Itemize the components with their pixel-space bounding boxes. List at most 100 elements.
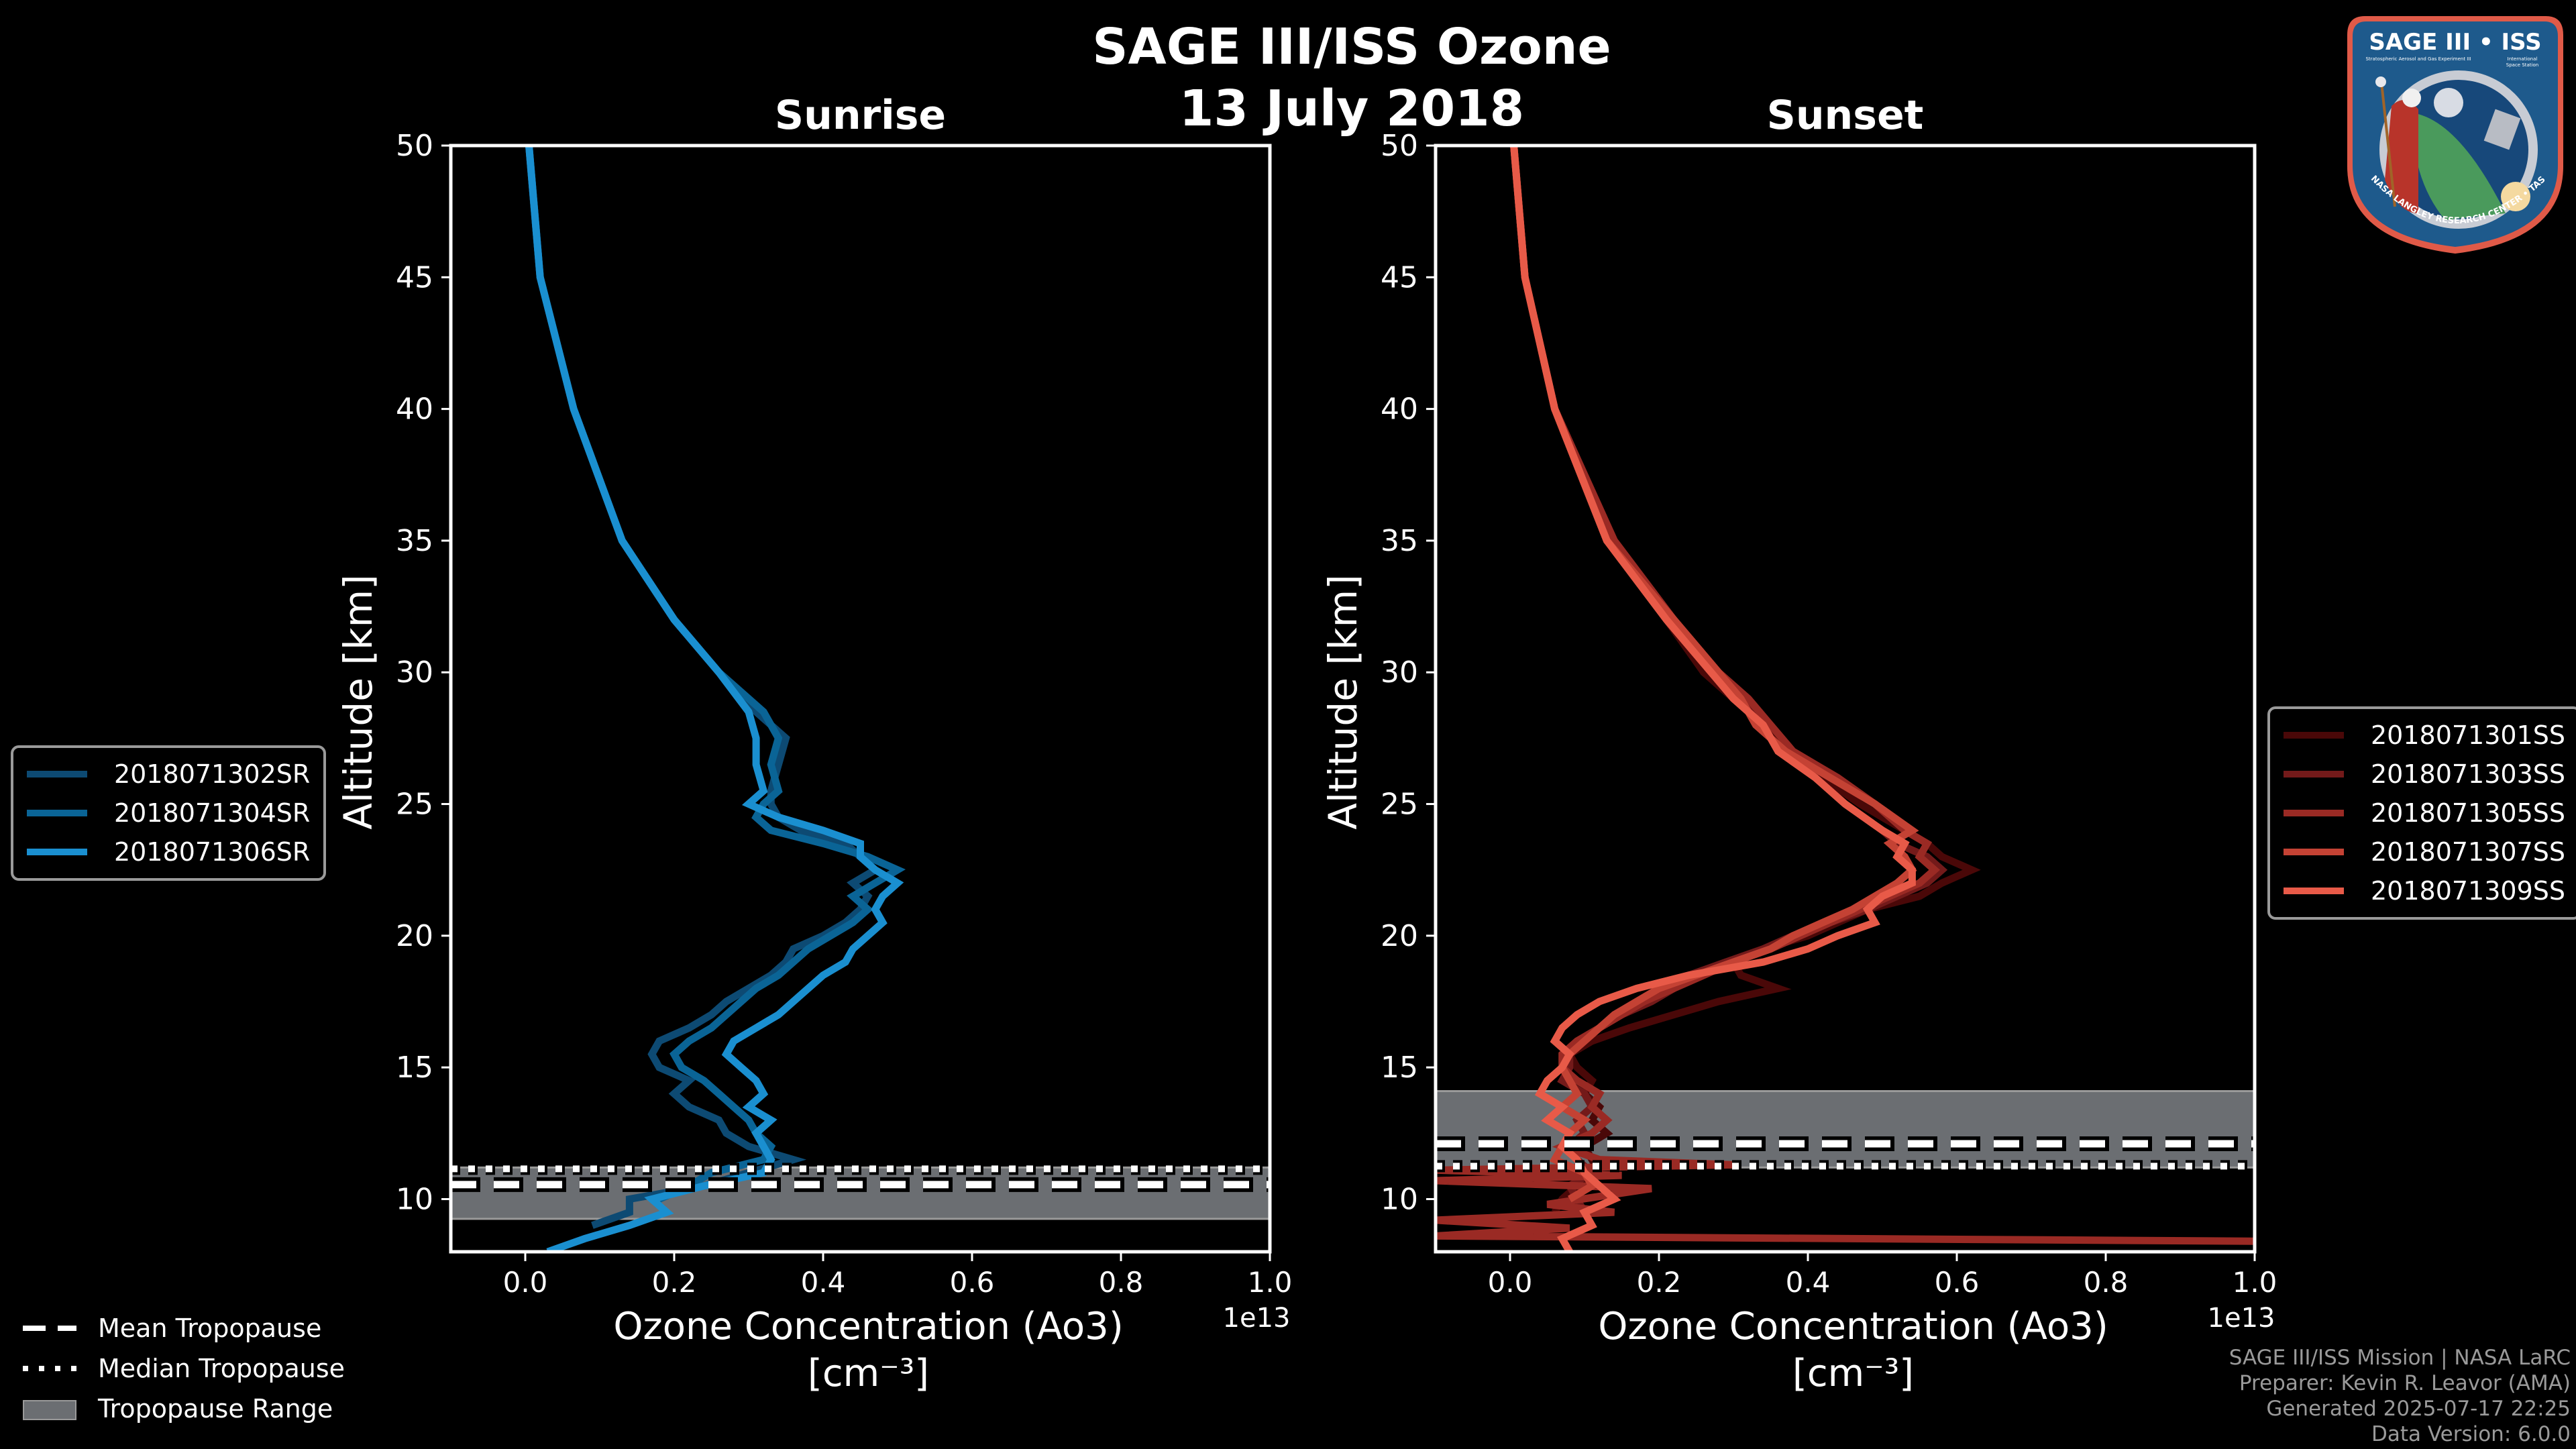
x-tick-label: 0.6 bbox=[1935, 1266, 1980, 1299]
line-swatch-icon bbox=[2284, 849, 2344, 855]
x-tick-label: 0.8 bbox=[1099, 1266, 1144, 1299]
legend-item-2018071303SS: 2018071303SS bbox=[2284, 755, 2565, 794]
y-tick-label: 20 bbox=[396, 919, 433, 953]
chart-title: SAGE III/ISS Ozone 13 July 2018 bbox=[0, 16, 2576, 140]
y-tick-label: 45 bbox=[1381, 260, 1418, 294]
y-tick-label: 25 bbox=[1381, 788, 1418, 822]
y-tick-label: 25 bbox=[396, 788, 433, 822]
y-tick-label: 10 bbox=[1381, 1182, 1418, 1216]
footer-preparer: Preparer: Kevin R. Leavor (AMA) bbox=[2239, 1371, 2571, 1395]
y-tick-label: 10 bbox=[396, 1182, 433, 1216]
plot-area bbox=[1436, 146, 2255, 1252]
legend-label: 2018071305SS bbox=[2371, 798, 2566, 828]
x-offset-multiplier: 1e13 bbox=[2208, 1303, 2275, 1334]
tropopause-legend: Mean Tropopause Median Tropopause Tropop… bbox=[23, 1308, 345, 1429]
x-tick-label: 0.4 bbox=[801, 1266, 846, 1299]
panel-title-sunset: Sunset bbox=[1767, 92, 1924, 139]
y-tick-label: 30 bbox=[396, 655, 433, 690]
logo-subtitle-right-1: International bbox=[2508, 56, 2538, 62]
panel-title-sunrise: Sunrise bbox=[775, 92, 946, 139]
line-swatch-icon bbox=[27, 849, 87, 855]
x-tick-label: 0.0 bbox=[503, 1266, 548, 1299]
legend-median-tropopause: Median Tropopause bbox=[23, 1348, 345, 1389]
plot-area bbox=[451, 146, 1270, 1252]
legend-item-2018071306SR: 2018071306SR bbox=[27, 833, 310, 871]
y-tick-label: 40 bbox=[396, 392, 433, 427]
footer-mission: SAGE III/ISS Mission | NASA LaRC bbox=[2229, 1346, 2571, 1370]
footer-credits: SAGE III/ISS Mission | NASA LaRC Prepare… bbox=[2229, 1345, 2571, 1447]
legend-label: Mean Tropopause bbox=[98, 1313, 322, 1343]
sage-iii-iss-mission-logo: SAGE III • ISS Stratospheric Aerosol and… bbox=[2345, 12, 2563, 254]
footer-generated: Generated 2025-07-17 22:25 bbox=[2266, 1397, 2571, 1421]
y-axis-label: Altitude [km] bbox=[335, 574, 381, 829]
y-tick-label: 50 bbox=[396, 129, 433, 163]
x-tick-label: 0.8 bbox=[2084, 1266, 2129, 1299]
legend-tropopause-range: Tropopause Range bbox=[23, 1389, 345, 1429]
legend-label: 2018071303SS bbox=[2371, 759, 2566, 789]
panel-sunset: 0.0 0.2 0.4 0.6 0.8 1.0 10 15 20 25 30 35 40 45 50 1e13… bbox=[1320, 92, 2277, 1395]
x-tick-label: 1.0 bbox=[1248, 1266, 1293, 1299]
line-swatch-icon bbox=[2284, 888, 2344, 894]
y-tick-label: 15 bbox=[1381, 1051, 1418, 1085]
title-line-2: 13 July 2018 bbox=[1179, 80, 1525, 138]
y-tick-label: 45 bbox=[396, 260, 433, 294]
legend-label: 2018071307SS bbox=[2371, 837, 2566, 867]
x-tick-label: 0.0 bbox=[1488, 1266, 1533, 1299]
panel-sunrise: 0.0 0.2 0.4 0.6 0.8 1.0 10 15 20 25 30 35 40 45 50 1e13… bbox=[335, 92, 1292, 1395]
x-offset-multiplier: 1e13 bbox=[1223, 1303, 1291, 1334]
series-line-2018071309SS bbox=[1510, 146, 1916, 1252]
sunset-legend: 2018071301SS 2018071303SS 2018071305SS 2018… bbox=[2267, 706, 2576, 920]
x-axis-label: Ozone Concentration (Ao3) bbox=[613, 1305, 1123, 1348]
dashed-line-icon bbox=[23, 1320, 76, 1337]
series-line-2018071301SS bbox=[1510, 146, 1981, 1214]
series-line-2018071306SR bbox=[525, 146, 904, 1252]
series-line-2018071304SR bbox=[525, 146, 906, 1203]
sunrise-legend: 2018071302SR 2018071304SR 2018071306SR bbox=[11, 745, 327, 881]
legend-item-2018071309SS: 2018071309SS bbox=[2284, 871, 2565, 910]
logo-moon bbox=[2434, 88, 2463, 117]
y-tick-label: 15 bbox=[396, 1051, 433, 1085]
tropopause-range-band bbox=[451, 1166, 1270, 1220]
line-swatch-icon bbox=[2284, 732, 2344, 739]
legend-item-2018071302SR: 2018071302SR bbox=[27, 755, 310, 794]
legend-mean-tropopause: Mean Tropopause bbox=[23, 1308, 345, 1348]
line-swatch-icon bbox=[27, 771, 87, 777]
series-line-2018071302SR bbox=[525, 146, 882, 1229]
x-tick-label: 0.2 bbox=[652, 1266, 697, 1299]
legend-label: Tropopause Range bbox=[98, 1394, 333, 1424]
x-axis-label: Ozone Concentration (Ao3) bbox=[1598, 1305, 2108, 1348]
y-tick-label: 40 bbox=[1381, 392, 1418, 427]
logo-subtitle-left: Stratospheric Aerosol and Gas Experiment… bbox=[2365, 56, 2471, 62]
y-tick-label: 50 bbox=[1381, 129, 1418, 163]
legend-label: 2018071304SR bbox=[114, 798, 311, 828]
logo-title: SAGE III • ISS bbox=[2369, 29, 2541, 56]
x-tick-label: 0.4 bbox=[1786, 1266, 1831, 1299]
x-tick-label: 0.6 bbox=[950, 1266, 995, 1299]
legend-label: Median Tropopause bbox=[98, 1354, 345, 1383]
legend-item-2018071307SS: 2018071307SS bbox=[2284, 833, 2565, 871]
y-axis-label: Altitude [km] bbox=[1320, 574, 1366, 829]
title-line-1: SAGE III/ISS Ozone bbox=[1092, 18, 1611, 76]
legend-label: 2018071306SR bbox=[114, 837, 311, 867]
logo-staff bbox=[2380, 82, 2396, 207]
legend-label: 2018071309SS bbox=[2371, 876, 2566, 906]
logo-staff-orb bbox=[2375, 76, 2386, 87]
x-axis-label-units: [cm⁻³] bbox=[808, 1352, 929, 1395]
x-axis-label-units: [cm⁻³] bbox=[1792, 1352, 1914, 1395]
y-tick-label: 30 bbox=[1381, 655, 1418, 690]
band-swatch-icon bbox=[23, 1400, 76, 1420]
line-swatch-icon bbox=[27, 810, 87, 816]
logo-wizard-head bbox=[2402, 89, 2421, 107]
y-tick-label: 35 bbox=[396, 524, 433, 558]
dotted-line-icon bbox=[23, 1360, 76, 1377]
logo-iss bbox=[2483, 109, 2521, 150]
legend-item-2018071304SR: 2018071304SR bbox=[27, 794, 310, 833]
series-line-2018071305SS bbox=[1436, 146, 2255, 1245]
legend-label: 2018071301SS bbox=[2371, 720, 2566, 750]
y-tick-label: 20 bbox=[1381, 919, 1418, 953]
logo-sun bbox=[2501, 182, 2530, 211]
legend-label: 2018071302SR bbox=[114, 759, 311, 789]
footer-data-version: Data Version: 6.0.0 bbox=[2371, 1422, 2571, 1446]
logo-subtitle-right-2: Space Station bbox=[2506, 62, 2538, 68]
